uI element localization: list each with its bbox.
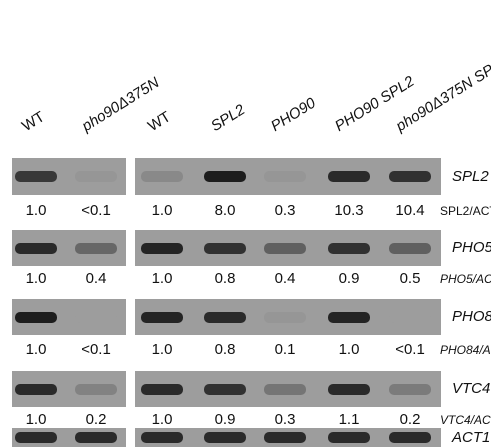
band-right-4 — [389, 312, 431, 323]
lane-label-right-1: SPL2 — [207, 101, 249, 135]
band-right-2 — [264, 384, 306, 395]
ratio-value: 0.2 — [399, 411, 421, 428]
ratio-value: 1.0 — [151, 411, 173, 428]
lane-label-right-2: PHO90 — [267, 94, 319, 135]
band-right-1 — [204, 171, 246, 182]
band-right-2 — [264, 312, 306, 323]
band-left-0 — [15, 432, 57, 443]
ratio-label: SPL2/ACT1 — [440, 204, 491, 218]
gel-strip-right-act1 — [135, 428, 441, 447]
ratio-value: 0.2 — [85, 411, 107, 428]
band-right-0 — [141, 432, 183, 443]
band-left-1 — [75, 243, 117, 254]
ratio-value: 1.0 — [25, 270, 47, 287]
ratio-value: 0.9 — [214, 411, 236, 428]
band-right-0 — [141, 384, 183, 395]
gel-strip-right-pho5 — [135, 230, 441, 266]
ratio-value: 0.4 — [274, 270, 296, 287]
band-right-1 — [204, 312, 246, 323]
band-left-0 — [15, 384, 57, 395]
ratio-value: 0.4 — [85, 270, 107, 287]
ratio-value: 1.1 — [338, 411, 360, 428]
band-right-3 — [328, 384, 370, 395]
gel-strip-left-pho5 — [12, 230, 126, 266]
band-right-4 — [389, 384, 431, 395]
gel-strip-right-spl2 — [135, 158, 441, 195]
ratio-value: 0.1 — [274, 341, 296, 358]
band-right-2 — [264, 171, 306, 182]
band-right-1 — [204, 384, 246, 395]
ratio-value: 10.4 — [395, 202, 425, 219]
ratio-label: VTC4/ACT1 — [440, 413, 491, 427]
lane-label-right-0: WT — [144, 108, 174, 135]
gel-strip-right-pho84 — [135, 299, 441, 335]
band-right-2 — [264, 243, 306, 254]
ratio-value: 0.3 — [274, 411, 296, 428]
band-right-3 — [328, 171, 370, 182]
ratio-value: 0.8 — [214, 270, 236, 287]
band-right-4 — [389, 243, 431, 254]
ratio-value: <0.1 — [81, 202, 111, 219]
band-left-0 — [15, 171, 57, 182]
gel-strip-left-vtc4 — [12, 371, 126, 407]
band-right-3 — [328, 312, 370, 323]
ratio-value: 1.0 — [151, 270, 173, 287]
band-left-0 — [15, 243, 57, 254]
band-right-0 — [141, 243, 183, 254]
lane-label-right-4: pho90Δ375N SPL2 — [392, 52, 491, 135]
ratio-value: 1.0 — [25, 202, 47, 219]
ratio-value: <0.1 — [395, 341, 425, 358]
band-right-4 — [389, 171, 431, 182]
ratio-value: 0.3 — [274, 202, 296, 219]
ratio-label: PHO5/ACT1 — [440, 272, 491, 286]
band-right-4 — [389, 432, 431, 443]
band-left-1 — [75, 384, 117, 395]
ratio-value: 1.0 — [151, 341, 173, 358]
gel-strip-right-vtc4 — [135, 371, 441, 407]
lane-label-left-0: WT — [18, 108, 48, 135]
gene-label: VTC4 — [452, 380, 491, 397]
band-right-0 — [141, 312, 183, 323]
ratio-value: 1.0 — [338, 341, 360, 358]
ratio-value: 1.0 — [25, 411, 47, 428]
ratio-value: 0.9 — [338, 270, 360, 287]
band-left-1 — [75, 312, 117, 323]
band-right-0 — [141, 171, 183, 182]
gene-label: SPL2 — [452, 167, 489, 185]
band-right-2 — [264, 432, 306, 443]
band-right-3 — [328, 243, 370, 254]
gene-label: PHO5 — [452, 239, 491, 256]
ratio-value: <0.1 — [81, 341, 111, 358]
band-left-1 — [75, 432, 117, 443]
ratio-value: 1.0 — [151, 202, 173, 219]
ratio-value: 0.5 — [399, 270, 421, 287]
ratio-label: PHO84/ACT1 — [440, 343, 491, 357]
ratio-value: 8.0 — [214, 202, 236, 219]
ratio-value: 1.0 — [25, 341, 47, 358]
gel-strip-left-pho84 — [12, 299, 126, 335]
band-left-1 — [75, 171, 117, 182]
gel-strip-left-spl2 — [12, 158, 126, 195]
band-right-3 — [328, 432, 370, 443]
ratio-value: 0.8 — [214, 341, 236, 358]
gene-label: PHO84 — [452, 308, 491, 325]
band-left-0 — [15, 312, 57, 323]
band-right-1 — [204, 243, 246, 254]
band-right-1 — [204, 432, 246, 443]
ratio-value: 10.3 — [334, 202, 364, 219]
gene-label: ACT1 — [452, 428, 491, 446]
gel-strip-left-act1 — [12, 428, 126, 447]
